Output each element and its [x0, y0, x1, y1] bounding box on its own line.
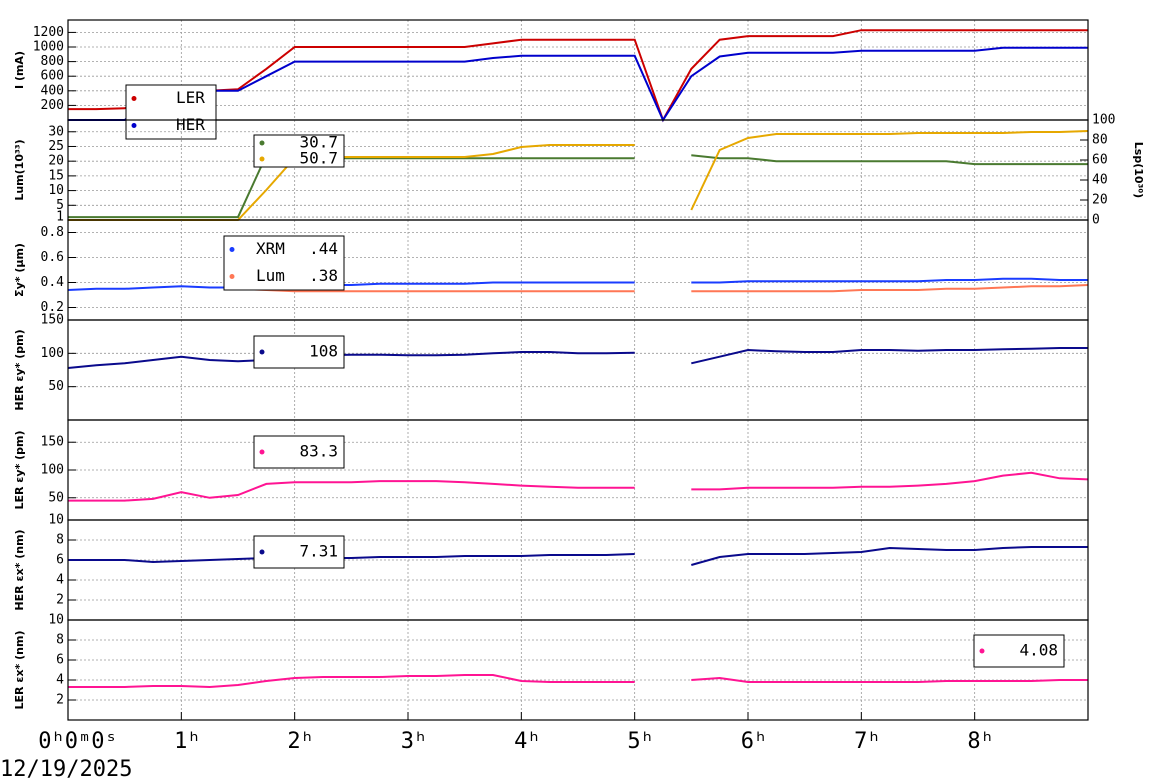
- y-tick-label: 6: [56, 653, 64, 668]
- y-tick-label: 600: [41, 69, 64, 84]
- legend-marker: [259, 549, 265, 555]
- x-tick-label: 7ʰ: [854, 729, 881, 754]
- y-tick-label: 2: [56, 693, 64, 708]
- legend-marker: [229, 247, 235, 252]
- y-axis-label: LER εx* (nm): [13, 631, 26, 710]
- legend-value: 50.7: [299, 149, 338, 168]
- y2-tick-label: 0: [1092, 213, 1100, 228]
- y-axis-label: LER εy* (pm): [13, 430, 26, 509]
- y-tick-label: 1: [56, 210, 64, 225]
- legend-value: 30.7: [299, 133, 338, 152]
- x-tick-label: 8ʰ: [967, 729, 994, 754]
- legend-value: .38: [309, 266, 338, 285]
- x-tick-label: 3ʰ: [401, 729, 428, 754]
- y-tick-label: 10: [48, 183, 64, 198]
- y-axis-label: I (mA): [13, 51, 26, 89]
- y-tick-label: 5: [56, 198, 64, 213]
- y-tick-label: 0.2: [41, 300, 64, 315]
- legend-box: [253, 134, 345, 168]
- y-tick-label: 25: [48, 139, 64, 154]
- y2-axis-label: Lsp(10³⁰): [1132, 142, 1145, 198]
- legend-box: [125, 84, 217, 140]
- legend-label: XRM: [256, 239, 285, 258]
- legend-value: .44: [309, 239, 338, 258]
- y-tick-label: 150: [41, 435, 64, 450]
- y-tick-label: 50: [48, 379, 64, 394]
- legend-value: 108: [309, 342, 338, 361]
- y2-tick-label: 40: [1092, 173, 1108, 188]
- x-tick-label: 4ʰ: [514, 729, 541, 754]
- y-tick-label: 100: [41, 346, 64, 361]
- series-line: [68, 471, 1089, 502]
- legend-marker: [259, 156, 265, 162]
- series-line: [68, 674, 1088, 689]
- legend-box: [253, 335, 345, 369]
- series-line: [237, 284, 1089, 293]
- legend-marker: [259, 449, 265, 455]
- y-axis-label: HER εx* (nm): [13, 529, 26, 610]
- x-tick-label: 6ʰ: [741, 729, 768, 754]
- y-tick-label: 50: [48, 490, 64, 505]
- legend-value: 83.3: [299, 442, 338, 461]
- panel-frame: [67, 619, 1089, 721]
- y-tick-label: 2: [56, 593, 64, 608]
- legend-box: [253, 535, 345, 569]
- legend-marker: [229, 274, 235, 279]
- y-tick-label: 20: [48, 154, 64, 169]
- legend-label: Lum: [256, 266, 285, 285]
- y-axis-label: Lum(10³³): [13, 139, 26, 200]
- y-tick-label: 10: [48, 613, 64, 628]
- legend-marker: [259, 140, 265, 146]
- y-axis-label: HER εy* (pm): [13, 329, 26, 410]
- y-tick-label: 100: [41, 463, 64, 478]
- legend-label: LER: [176, 88, 205, 107]
- date-label: 12/19/2025: [0, 757, 132, 782]
- y2-tick-label: 20: [1092, 193, 1108, 208]
- y-tick-label: 400: [41, 83, 64, 98]
- y-tick-label: 150: [41, 313, 64, 328]
- legend-value: 4.08: [1019, 641, 1058, 660]
- legend-value: 7.31: [299, 542, 338, 561]
- series-line: [68, 46, 1088, 123]
- x-tick-label: 5ʰ: [627, 729, 654, 754]
- legend-marker: [131, 96, 137, 101]
- y-tick-label: 1200: [33, 25, 64, 40]
- y2-tick-label: 80: [1092, 133, 1108, 148]
- legend-marker: [131, 123, 137, 128]
- legend-box: [223, 235, 345, 291]
- y-tick-label: 800: [41, 54, 64, 69]
- y-tick-label: 10: [48, 513, 64, 528]
- y-tick-label: 30: [48, 124, 64, 139]
- y2-tick-label: 60: [1092, 153, 1108, 168]
- y-tick-label: 200: [41, 98, 64, 113]
- series-line: [68, 154, 1088, 219]
- legend-box: [973, 634, 1065, 668]
- y-tick-label: 8: [56, 633, 64, 648]
- legend-marker: [259, 349, 265, 355]
- y-tick-label: 0.8: [41, 225, 64, 240]
- y-tick-label: 6: [56, 553, 64, 568]
- y2-tick-label: 100: [1092, 113, 1115, 128]
- y-tick-label: 0.4: [41, 275, 65, 290]
- series-line: [68, 546, 1088, 566]
- y-tick-label: 1000: [33, 40, 64, 55]
- legend-box: [253, 435, 345, 469]
- series-line: [67, 277, 1088, 291]
- y-tick-label: 15: [48, 168, 64, 183]
- y-tick-label: 4: [56, 573, 64, 588]
- series-line: [68, 29, 1088, 123]
- legend-marker: [979, 648, 985, 654]
- x-tick-label: 2ʰ: [287, 729, 314, 754]
- x-tick-label: 1ʰ: [174, 729, 201, 754]
- legend-label: HER: [176, 115, 205, 134]
- y-tick-label: 4: [56, 673, 64, 688]
- x-tick-label: 0ʰ0ᵐ0ˢ: [38, 729, 117, 754]
- y-tick-label: 8: [56, 533, 64, 548]
- y-tick-label: 0.6: [41, 250, 64, 265]
- series-line: [67, 347, 1088, 369]
- y-axis-label: Σy* (μm): [13, 243, 26, 297]
